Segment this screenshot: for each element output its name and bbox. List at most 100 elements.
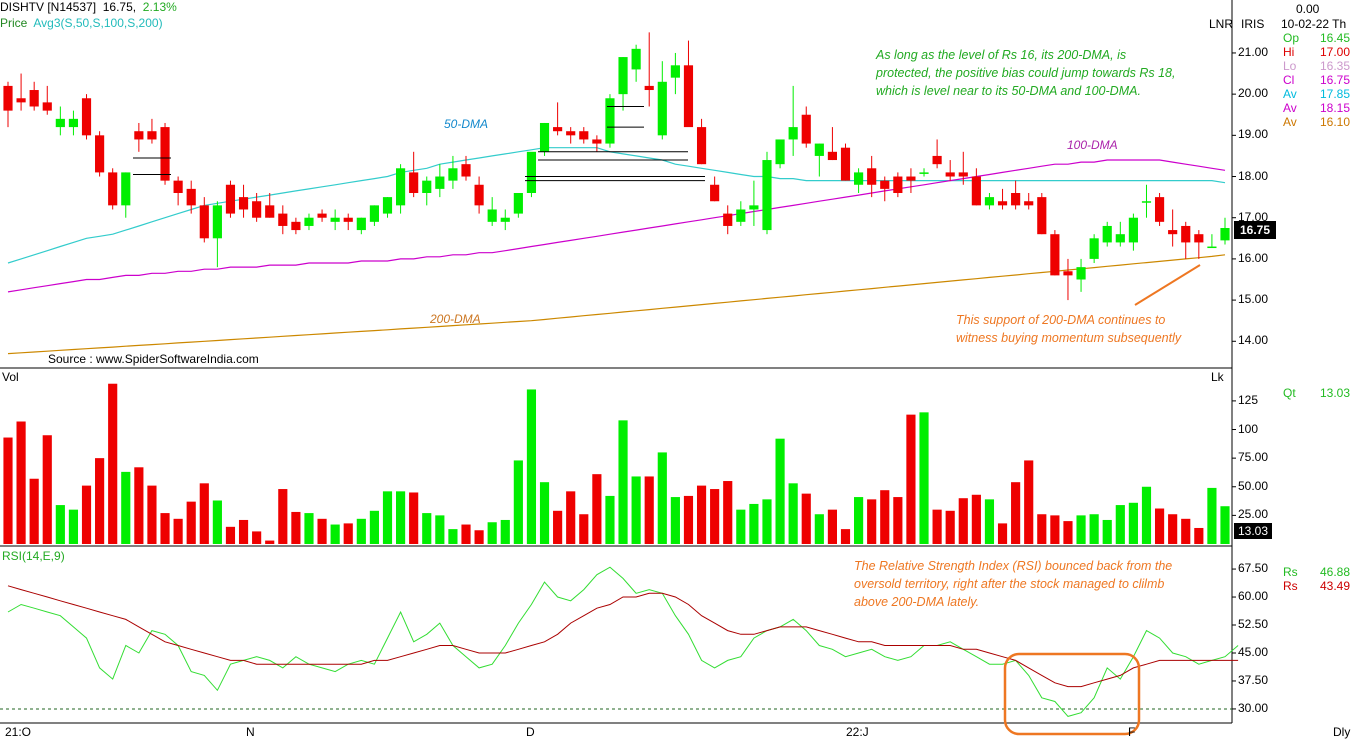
volume-bar [945,510,955,544]
candle-body [775,139,785,165]
volume-bar [762,499,772,544]
candle-body [984,197,995,206]
volume-bar [487,522,497,544]
candle-body [225,184,236,214]
rsi-tick-label: 45.00 [1238,644,1269,659]
candle-body [1154,197,1165,222]
candle-body [1141,201,1152,203]
source-text: Source : www.SpiderSoftwareIndia.com [48,352,259,366]
volume-bar [304,513,314,544]
overlay-study: Avg3(S,50,S,100,S,200) [33,16,163,30]
candle-body [95,135,105,173]
candle-body [592,139,602,144]
ohlc-label: Av [1283,101,1297,115]
volume-bar [160,513,170,544]
candle-body [121,172,131,206]
x-label-dec: D [526,725,535,739]
volume-bar [55,505,65,544]
ohlc-value: 17.00 [1320,45,1351,59]
candle-body [657,81,667,136]
symbol-title: DISHTV [N14537] 16.75, 2.13% [0,0,177,14]
candle-body [919,172,929,174]
volume-bar [814,514,824,544]
price-tick-label: 14.00 [1238,333,1269,348]
volume-bar [356,518,366,544]
volume-bar [1076,515,1086,544]
candle-body [1220,228,1230,241]
candle-body [409,172,419,193]
ohlc-label: Av [1283,115,1297,129]
rsi-label: Rs [1283,565,1298,579]
top-value: 0.00 [1296,2,1320,16]
volume-bar [95,458,105,544]
candle-body [1115,234,1125,243]
volume-bar [147,485,157,544]
candle-body [854,172,864,185]
volume-bar [670,497,680,544]
dma50-label: 50-DMA [444,117,489,131]
candle-body [749,205,759,210]
volume-bar [81,485,92,544]
price-tick-label: 18.00 [1238,168,1269,183]
volume-bar [1050,515,1060,544]
volume-bar [566,491,576,544]
volume-bar [513,460,523,544]
iris-label: IRIS [1241,17,1265,31]
candle-body [369,205,379,222]
volume-bar [435,515,445,544]
volume-bar [958,498,968,544]
volume-bar [971,494,981,544]
candle-body [736,209,746,222]
candle-body [1063,271,1073,276]
candle-body [448,168,458,181]
volume-bar [644,476,654,544]
candle-body [1194,234,1204,243]
candle-body [683,65,694,128]
volume-bar [539,482,550,544]
ohlc-label: Av [1283,87,1297,101]
support-arrow [1134,264,1201,306]
volume-bar [801,493,811,544]
volume-bar [553,510,563,544]
candle-body [827,151,837,161]
candle-body [265,205,275,218]
volume-bar [854,497,864,544]
candle-body [435,176,445,189]
candle-body [1102,225,1112,243]
volume-bar [736,509,746,544]
volume-bar [984,499,995,544]
candle-body [29,90,39,107]
volume-bar [906,414,916,544]
candle-body [788,127,798,140]
volume-bar [474,530,484,544]
volume-bar [631,476,641,544]
volume-unit: Lk [1211,370,1224,384]
x-label-nov: N [246,725,255,739]
candle-body [55,118,65,128]
volume-bar [592,474,602,544]
candle-body [487,209,497,222]
volume-badge: 13.03 [1234,523,1272,539]
volume-bar [657,452,667,544]
price-badge: 16.75 [1234,221,1276,239]
volume-bar [1207,487,1217,544]
candle-body [212,205,222,239]
rsi-line-main [7,566,1239,717]
rsi-tick-label: 37.50 [1238,672,1269,687]
ohlc-value: 16.10 [1320,115,1351,129]
candle-body [278,213,288,226]
candle-body [840,147,851,181]
candle-body [500,217,510,222]
bias-annotation: As long as the level of Rs 16, its 200-D… [876,48,1176,98]
volume-bar [108,383,118,544]
candle-body [1168,230,1178,235]
volume-bar [997,523,1008,544]
candle-body [1037,197,1047,235]
candle-body [343,217,353,222]
candle-body [867,168,877,185]
volume-bar [422,513,432,544]
volume-bar [618,420,628,544]
candle-body [108,172,118,206]
volume-bar [16,421,26,544]
